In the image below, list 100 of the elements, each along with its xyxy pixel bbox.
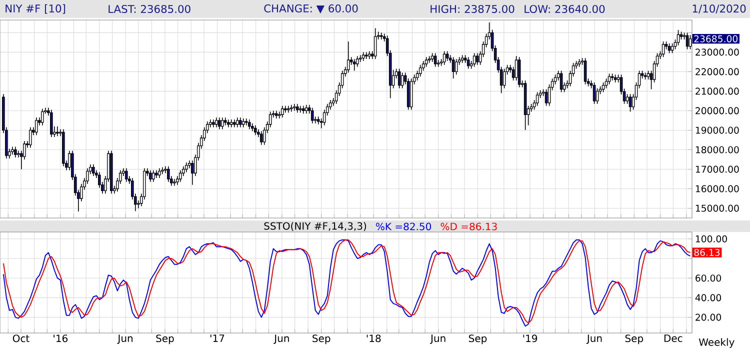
candlestick [290,104,293,112]
y-tick-label: 16000.00 [696,185,739,192]
candlestick [238,117,242,128]
y-tick-label: 20.00 [696,314,722,321]
candlestick [160,166,164,175]
candlestick [628,94,632,112]
x-tick-label: '17 [210,334,224,342]
candlestick [400,72,404,89]
candlestick [608,73,611,85]
candlestick [374,28,377,60]
candlestick [352,58,356,72]
candlestick [218,117,221,130]
candlestick [184,162,188,173]
candlestick [124,168,128,182]
y-tick-label: 19000.00 [696,126,739,134]
candlestick [346,41,350,74]
candlestick [284,105,287,114]
text: CHANGE: ▼ 60.00 [264,4,358,14]
candlestick [592,82,596,104]
y-tick-label: 17000.00 [696,166,739,173]
y-tick-label: 15000.00 [696,204,739,212]
x-tick-label: Dec [664,334,682,342]
candlestick [14,146,17,158]
y-tick-label: 18000.00 [696,146,739,154]
y-tick-label: 21000.00 [696,88,739,95]
y-tick-label: 23000.00 [696,48,739,56]
candlestick [596,88,599,104]
chart-title: SSTO(NIY #F,14,3,3) [264,222,366,231]
text: LAST: 23685.00 [108,4,190,14]
candlestick [398,68,401,89]
candlestick [662,41,665,58]
candlestick [220,117,224,130]
candlestick [148,170,152,182]
candlestick [514,56,518,81]
candlestick [41,108,44,126]
text: HIGH: 23875.00 [430,4,514,14]
candlestick [280,105,284,118]
y-tick-label: 60.00 [696,274,722,282]
candlestick [626,94,629,104]
candlestick [418,64,422,77]
candlestick [92,164,95,176]
x-tick-label: Jun [274,334,289,344]
candlestick [17,150,20,158]
candlestick [442,50,446,66]
text: 23685.00 [694,35,738,42]
x-tick-label: Sep [625,334,644,344]
candlestick [166,166,170,182]
y-tick-label: 22000.00 [696,68,739,76]
candlestick [364,52,368,60]
candlestick [260,130,263,146]
y-tick-label: 100.00 [696,235,727,242]
text: =82.50 [396,222,432,230]
candlestick [190,160,194,186]
x-tick-label: Jun [430,334,446,344]
x-tick-label: '18 [366,334,381,342]
candlestick [56,126,59,136]
candlestick [236,117,239,128]
text: Weekly [698,338,734,348]
x-tick-label: Sep [156,334,174,344]
x-tick-label: '19 [523,334,538,342]
candlestick [50,109,53,138]
y-tick-label: 20000.00 [696,107,739,114]
x-tick-label: Sep [312,334,330,344]
candlestick [446,50,449,62]
x-tick-label: Sep [469,334,487,344]
candlestick [476,52,479,66]
candlestick [292,103,296,112]
text: =86.13 [462,222,497,230]
x-tick-label: Jun [117,334,133,344]
candlestick [244,118,248,126]
candlestick [172,178,176,186]
candlestick [29,126,32,148]
candlestick [452,56,455,79]
y-tick-label: 40.00 [695,294,722,302]
candlestick [254,124,257,136]
candlestick [356,56,359,68]
x-tick-label: '16 [54,334,68,342]
candlestick [152,170,155,182]
text: 1/10/2020 [692,4,746,14]
candlestick [466,56,470,70]
candlestick [670,43,674,54]
annotation: 86.13 [694,248,720,256]
candlestick [668,43,671,54]
text: %D [440,222,457,230]
series-label: %K [376,222,392,230]
candlestick [676,30,680,46]
candlestick [380,32,383,40]
candlestick [602,82,605,93]
x-tick-label: Oct [12,334,30,342]
x-tick-label: Jun [586,334,602,344]
candlestick [35,117,38,136]
candlestick [454,58,458,76]
candlestick [298,105,302,114]
candlestick [584,58,587,85]
candlestick [248,119,251,130]
chart-title: NIY #F [10] [6,4,66,14]
candlestick [158,168,161,178]
candlestick [286,105,290,114]
candlestick [214,117,218,128]
text: LOW: 23640.00 [524,4,605,14]
